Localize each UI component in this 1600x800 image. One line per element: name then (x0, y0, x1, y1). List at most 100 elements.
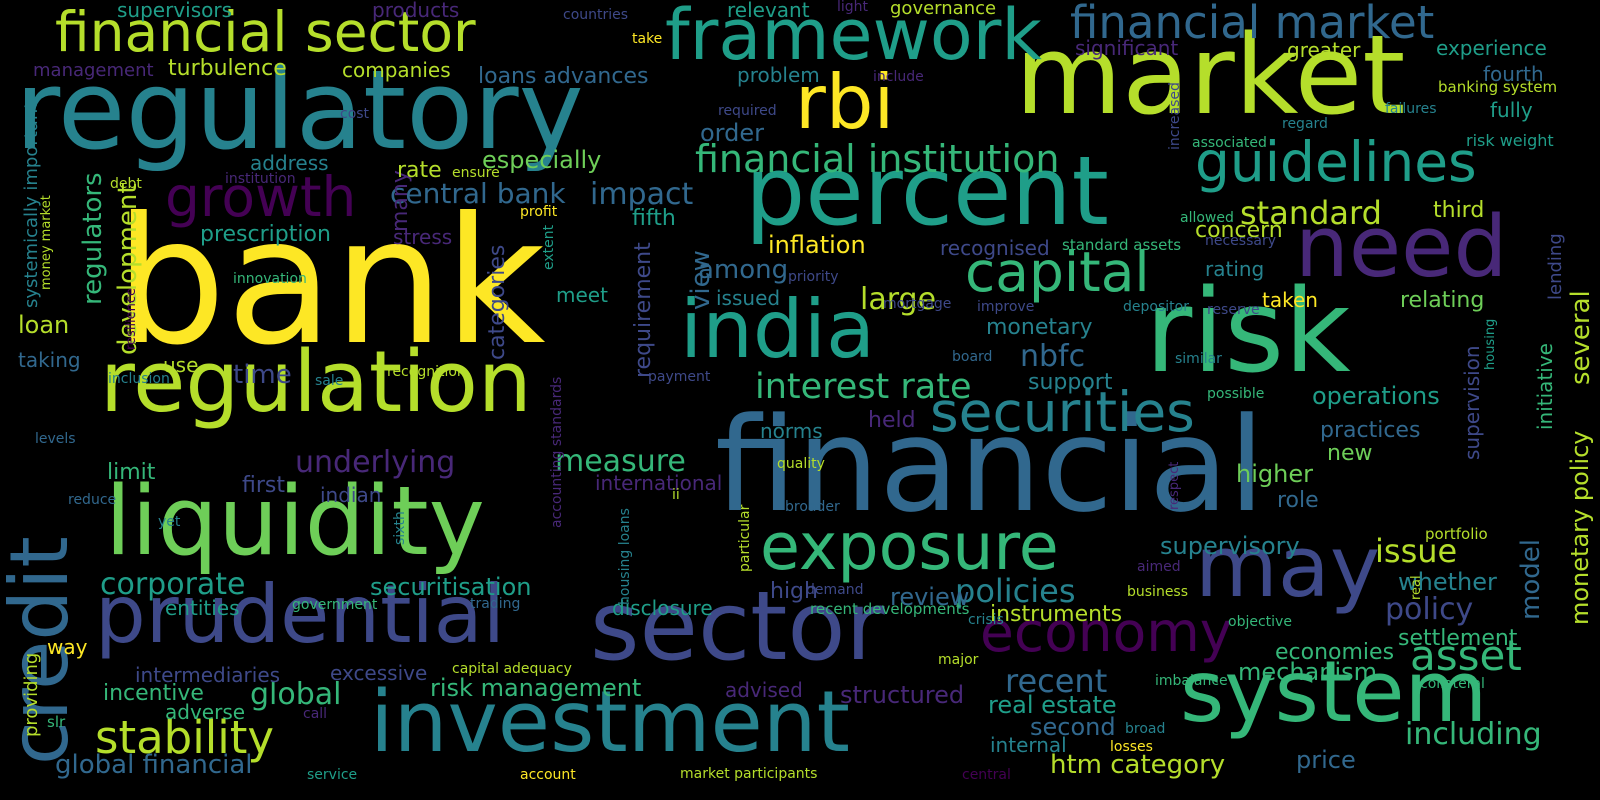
word-structured: structured (840, 681, 965, 709)
word-central-bank: central bank (390, 177, 566, 210)
word-policies: policies (955, 572, 1076, 610)
word-regulatory: regulatory (15, 46, 584, 174)
word-loans-advances: loans advances (478, 64, 649, 89)
word-liquidity: liquidity (105, 467, 485, 577)
word-price: price (1296, 746, 1356, 774)
word-priority: priority (788, 269, 839, 285)
word-higher: higher (1236, 460, 1313, 488)
word-underlying: underlying (295, 445, 456, 480)
word-intermediaries: intermediaries (135, 663, 281, 687)
word-issue: issue (1375, 532, 1458, 570)
word-stress: stress (393, 225, 453, 249)
word-money-market: money market (39, 195, 54, 290)
word-requirement: requirement (631, 242, 656, 378)
word-nbfc: nbfc (1020, 339, 1086, 374)
word-providing: providing (21, 652, 42, 737)
word-economies: economies (1275, 640, 1395, 665)
word-government: government (292, 597, 378, 613)
word-standard-assets: standard assets (1062, 236, 1182, 254)
word-disclosure: disclosure (612, 596, 713, 620)
word-housing-loans: housing loans (617, 508, 633, 605)
word-experience: experience (1436, 36, 1547, 60)
word-necessary: necessary (1205, 233, 1277, 249)
word-housing: housing (1483, 318, 1498, 370)
word-may: may (1195, 518, 1381, 617)
word-aimed: aimed (1137, 559, 1181, 575)
word-whether: whether (1398, 568, 1497, 596)
word-broad: broad (1125, 721, 1166, 737)
word-financial-sector: financial sector (55, 0, 476, 64)
word-indian: indian (320, 483, 382, 507)
word-monetary: monetary (986, 315, 1093, 340)
word-second: second (1030, 713, 1116, 741)
word-financial-institution: financial institution (695, 137, 1060, 181)
word-policy: policy (1385, 592, 1474, 627)
word-meet: meet (556, 283, 608, 307)
word-new: new (1327, 441, 1373, 466)
word-resilience: resilience (124, 287, 139, 350)
word-fifth: fifth (632, 206, 676, 231)
word-rate: rate (397, 158, 442, 183)
word-risk-weight: risk weight (1466, 131, 1554, 150)
word-securitisation: securitisation (370, 573, 532, 601)
word-required: required (718, 103, 777, 119)
word-sale: sale (315, 373, 344, 389)
word-use: use (163, 353, 199, 377)
word-regard: regard (1282, 116, 1328, 132)
word-operations: operations (1312, 382, 1440, 410)
word-trading: trading (470, 596, 521, 612)
word-percent: percent (745, 137, 1109, 247)
word-service: service (307, 767, 358, 783)
word-large: large (860, 282, 937, 317)
word-objective: objective (1228, 614, 1292, 630)
word-monetary-policy: monetary policy (1566, 430, 1594, 625)
word-recent: recent (1005, 662, 1108, 700)
word-innovation: innovation (233, 271, 307, 287)
word-market: market (1015, 11, 1406, 139)
word-international: international (595, 471, 723, 495)
word-products: products (372, 0, 460, 22)
word-instruments: instruments (990, 602, 1123, 627)
word-call: call (303, 706, 328, 722)
word-first: first (242, 473, 285, 498)
word-need: need (1295, 198, 1508, 297)
word-practices: practices (1320, 418, 1421, 443)
word-bank: bank (115, 181, 546, 384)
word-take: take (632, 31, 663, 47)
word-allowed: allowed (1180, 210, 1234, 226)
word-internal: internal (990, 733, 1067, 757)
word-investment: investment (370, 673, 850, 772)
word-model: model (1516, 539, 1546, 620)
word-including: including (1405, 717, 1542, 752)
word-crisis: crisis (968, 612, 1004, 628)
word-htm-category: htm category (1050, 750, 1226, 780)
word-framework: framework (665, 0, 1042, 76)
word-interest-rate: interest rate (755, 367, 972, 407)
word-recognised: recognised (940, 236, 1050, 260)
word-third: third (1433, 198, 1485, 223)
word-banking-system: banking system (1438, 78, 1558, 96)
word-settlement: settlement (1398, 626, 1518, 651)
word-turbulence: turbulence (168, 56, 287, 81)
word-taking: taking (18, 348, 81, 372)
word-business: business (1127, 584, 1189, 600)
word-initiative: initiative (1533, 343, 1557, 430)
word-companies: companies (342, 58, 451, 82)
word-capital-adequacy: capital adequacy (452, 661, 572, 677)
word-recognition: recognition (387, 364, 466, 380)
word-fourth: fourth (1483, 62, 1544, 86)
word-central: central (962, 767, 1011, 783)
word-among: among (698, 255, 789, 285)
word-losses: losses (1110, 739, 1153, 755)
word-institution: institution (225, 171, 296, 187)
word-time: time (233, 360, 292, 390)
word-real-estate: real estate (988, 691, 1117, 719)
word-inflation: inflation (768, 231, 866, 259)
word-regulators: regulators (78, 172, 108, 305)
word-levels: levels (35, 431, 76, 447)
word-financial-market: financial market (1070, 0, 1435, 49)
word-high: high (770, 579, 818, 604)
word-impact: impact (590, 177, 694, 212)
word-advised: advised (725, 678, 803, 702)
